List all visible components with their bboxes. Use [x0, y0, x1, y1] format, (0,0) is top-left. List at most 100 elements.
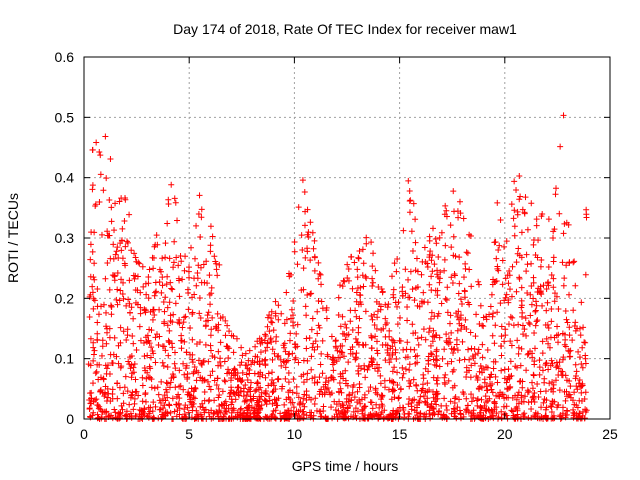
data-point: [444, 360, 451, 367]
data-point: [394, 303, 401, 310]
data-point: [349, 285, 356, 292]
data-point: [494, 309, 501, 316]
data-point: [412, 239, 419, 246]
data-point: [243, 362, 250, 369]
data-point: [222, 398, 229, 405]
data-point: [502, 326, 509, 333]
data-point: [135, 392, 142, 399]
data-point: [286, 337, 293, 344]
data-point: [240, 385, 247, 392]
data-point: [424, 380, 431, 387]
data-point: [498, 408, 505, 415]
data-point: [215, 362, 222, 369]
data-point: [357, 365, 364, 372]
data-point: [532, 322, 539, 329]
data-point: [117, 410, 124, 417]
data-point: [317, 271, 324, 278]
data-point: [189, 310, 196, 317]
data-point: [142, 280, 149, 287]
data-point: [292, 341, 299, 348]
data-point: [451, 406, 458, 413]
data-point: [137, 304, 144, 311]
data-point: [305, 229, 312, 236]
data-point: [443, 402, 450, 409]
data-point: [414, 387, 421, 394]
data-point: [319, 370, 326, 377]
data-point: [160, 298, 167, 305]
data-point: [175, 319, 182, 326]
data-point: [578, 389, 585, 396]
data-point: [528, 200, 535, 207]
data-point: [445, 335, 452, 342]
data-point: [103, 409, 110, 416]
data-point: [479, 322, 486, 329]
data-point: [567, 383, 574, 390]
data-point: [315, 298, 322, 305]
data-point: [434, 267, 441, 274]
data-point: [475, 278, 482, 285]
data-point: [191, 275, 198, 282]
data-point: [202, 323, 209, 330]
data-point: [162, 254, 169, 261]
data-point: [443, 296, 450, 303]
data-point: [456, 254, 463, 261]
data-point: [465, 346, 472, 353]
data-point: [463, 369, 470, 376]
data-point: [181, 406, 188, 413]
data-point: [229, 399, 236, 406]
data-point: [421, 398, 428, 405]
data-point: [416, 303, 423, 310]
data-point: [130, 406, 137, 413]
data-point: [308, 290, 315, 297]
data-point: [533, 222, 540, 229]
data-point: [353, 289, 360, 296]
data-point: [412, 284, 419, 291]
data-point: [129, 391, 136, 398]
data-point: [487, 374, 494, 381]
data-point: [561, 220, 568, 227]
data-point: [483, 316, 490, 323]
data-point: [368, 345, 375, 352]
data-point: [533, 302, 540, 309]
data-point: [360, 415, 367, 422]
data-point: [131, 360, 138, 367]
data-point: [407, 197, 414, 204]
data-point: [504, 272, 511, 279]
data-point: [520, 398, 527, 405]
data-point: [293, 390, 300, 397]
data-point: [429, 412, 436, 419]
data-point: [447, 398, 454, 405]
data-point: [91, 347, 98, 354]
data-point: [100, 187, 107, 194]
data-point: [90, 305, 97, 312]
data-point: [245, 404, 252, 411]
data-point: [212, 258, 219, 265]
data-point: [301, 391, 308, 398]
data-point: [215, 413, 222, 420]
data-point: [491, 340, 498, 347]
data-point: [385, 301, 392, 308]
data-point: [178, 258, 185, 265]
data-point: [431, 261, 438, 268]
data-point: [323, 315, 330, 322]
data-point: [405, 276, 412, 283]
data-point: [442, 242, 449, 249]
data-point: [115, 360, 122, 367]
data-point: [414, 359, 421, 366]
data-point: [375, 283, 382, 290]
data-point: [319, 337, 326, 344]
data-point: [448, 274, 455, 281]
data-point: [450, 252, 457, 259]
data-point: [94, 286, 101, 293]
data-point: [432, 235, 439, 242]
data-point: [477, 404, 484, 411]
data-point: [534, 288, 541, 295]
data-point: [150, 307, 157, 314]
data-point: [435, 274, 442, 281]
data-point: [114, 286, 121, 293]
data-point: [454, 313, 461, 320]
data-point: [328, 404, 335, 411]
data-point: [174, 407, 181, 414]
data-point: [464, 402, 471, 409]
data-point: [390, 291, 397, 298]
